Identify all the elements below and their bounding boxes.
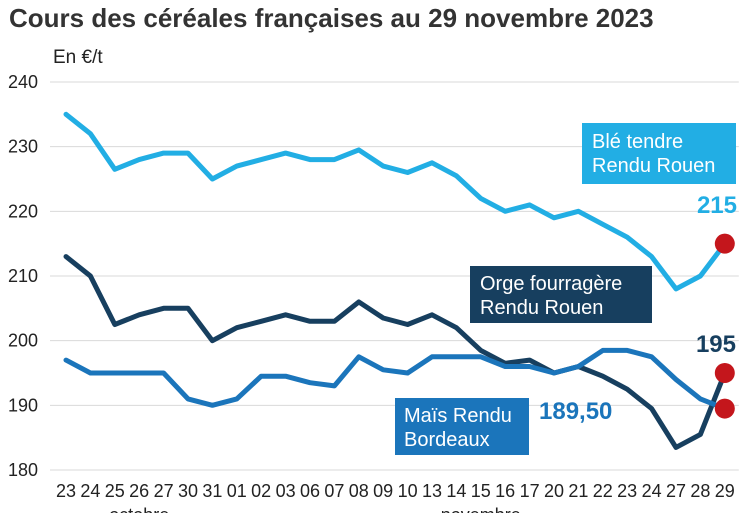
x-tick-label: 16 (495, 481, 515, 501)
x-tick-label: 25 (105, 481, 125, 501)
series-end-value-label: 195 (696, 331, 736, 358)
x-tick-label: 23 (617, 481, 637, 501)
series-line-1 (63, 254, 728, 450)
x-tick-label: 27 (666, 481, 686, 501)
x-tick-label: 21 (568, 481, 588, 501)
x-tick-label: 26 (129, 481, 149, 501)
x-tick-label: 14 (446, 481, 466, 501)
x-tick-label: 23 (56, 481, 76, 501)
y-axis-unit-label: En €/t (53, 47, 103, 68)
series-line-2 (63, 347, 728, 412)
y-tick-label: 190 (8, 395, 38, 415)
y-tick-label: 220 (8, 201, 38, 221)
x-tick-label: 31 (202, 481, 222, 501)
series-label-box-0 (582, 123, 736, 184)
x-tick-label: 27 (154, 481, 174, 501)
x-tick-label: 02 (251, 481, 271, 501)
series-label-text: Maïs Rendu (404, 405, 512, 427)
x-tick-label: 13 (422, 481, 442, 501)
end-marker-1 (714, 363, 735, 383)
x-tick-label: 30 (178, 481, 198, 501)
x-tick-label: 24 (642, 481, 662, 501)
series-label-text: Rendu Rouen (480, 297, 603, 319)
series-label-box-1 (470, 266, 652, 323)
x-tick-label: 28 (690, 481, 710, 501)
series-end-value-label: 189,50 (539, 398, 612, 425)
chart-title: Cours des céréales françaises au 29 nove… (9, 3, 654, 33)
series-label-text: Orge fourragère (480, 273, 622, 295)
series-label-text: Rendu Rouen (592, 155, 715, 177)
x-tick-label: 07 (324, 481, 344, 501)
series-lines (63, 111, 728, 450)
x-tick-label: 08 (349, 481, 369, 501)
y-axis: 180 190 200 210 220 230 240 (8, 72, 38, 480)
x-tick-label: 20 (544, 481, 564, 501)
x-tick-label: 15 (471, 481, 491, 501)
y-tick-label: 200 (8, 331, 38, 351)
x-tick-label: 10 (398, 481, 418, 501)
x-axis: 23 24 25 26 27 30 31 01 02 03 06 07 08 09 10 13 14 15 16 17… (56, 481, 735, 513)
x-tick-label: 17 (520, 481, 540, 501)
series-end-value-label: 215 (697, 192, 737, 219)
x-tick-label: 03 (276, 481, 296, 501)
x-tick-label: 22 (593, 481, 613, 501)
y-tick-label: 240 (8, 72, 38, 92)
y-tick-label: 210 (8, 266, 38, 286)
x-tick-label: 06 (300, 481, 320, 501)
series-label-text: Bordeaux (404, 429, 490, 451)
y-tick-label: 230 (8, 137, 38, 157)
x-tick-label: 09 (373, 481, 393, 501)
series-line-0 (63, 111, 728, 292)
month-label: novembre (441, 505, 521, 513)
month-label: octobre (109, 505, 169, 513)
end-markers (714, 233, 735, 419)
end-marker-2 (714, 398, 735, 419)
y-tick-label: 180 (8, 460, 38, 480)
end-marker-0 (714, 233, 735, 254)
x-tick-label: 29 (715, 481, 735, 501)
series-label-text: Blé tendre (592, 131, 683, 153)
x-tick-label: 24 (80, 481, 100, 501)
x-tick-label: 01 (227, 481, 247, 501)
series-label-box-2 (395, 398, 529, 455)
